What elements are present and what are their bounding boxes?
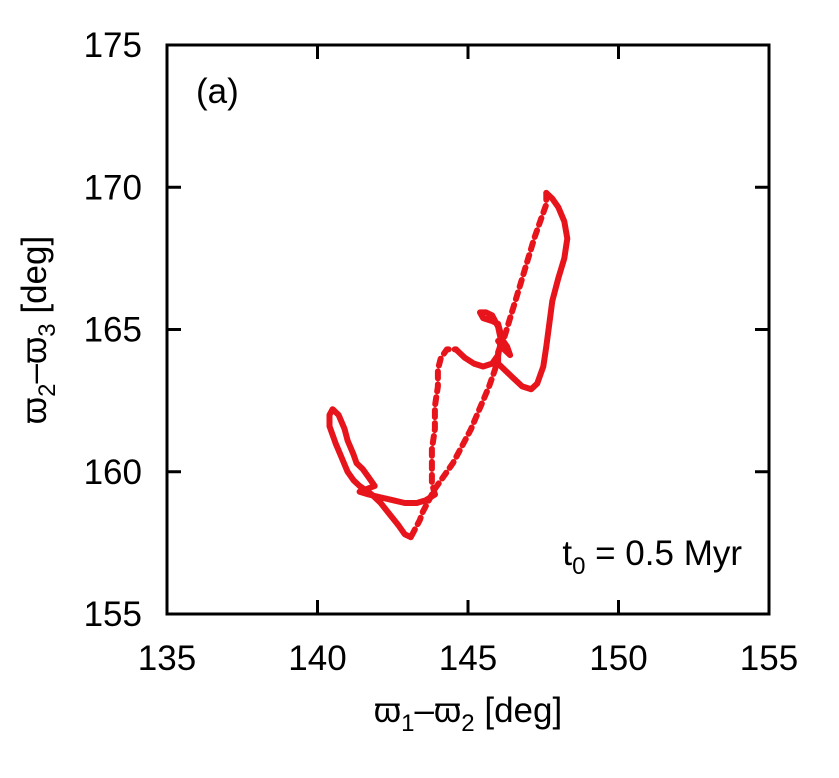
x-axis-label-sub1: 1: [401, 710, 414, 737]
y-tick-label: 175: [84, 26, 142, 65]
x-tick-label: 140: [288, 639, 346, 678]
y-tick-label: 160: [84, 453, 142, 492]
data-layer: [326, 189, 571, 541]
y-tick-label: 170: [84, 168, 142, 207]
x-axis-label-sub2: 2: [461, 710, 474, 737]
x-tick-label: 135: [138, 639, 196, 678]
y-axis-ticks: 155 160 165 170 175: [84, 26, 769, 634]
x-axis-ticks: 135 140 145 150 155: [138, 45, 798, 678]
y-axis-label-pre: ϖ: [15, 397, 54, 424]
time-annotation-pre: t: [562, 534, 572, 573]
time-annotation-post: = 0.5 Myr: [585, 534, 742, 573]
trajectory-segment: [428, 346, 459, 498]
time-annotation-sub: 0: [572, 553, 585, 580]
x-axis-label-mid: –ϖ: [414, 691, 461, 730]
x-axis-label-pre: ϖ: [374, 691, 401, 730]
x-axis-label-post: [deg]: [475, 691, 563, 730]
time-annotation: t0 = 0.5 Myr: [562, 534, 742, 580]
y-axis-label: ϖ2–ϖ3 [deg]: [15, 236, 61, 424]
x-axis-label: ϖ1–ϖ2 [deg]: [374, 691, 562, 737]
y-tick-label: 165: [84, 311, 142, 350]
y-axis-label-post: [deg]: [15, 236, 54, 324]
x-tick-label: 155: [740, 639, 798, 678]
y-tick-label: 155: [84, 595, 142, 634]
trajectory-segment: [495, 335, 514, 359]
y-axis-label-sub1: 2: [34, 384, 61, 397]
y-axis-label-mid: –ϖ: [15, 337, 54, 384]
x-tick-label: 150: [589, 639, 647, 678]
x-tick-label: 145: [439, 639, 497, 678]
y-axis-label-sub2: 3: [34, 323, 61, 336]
trajectory-segment: [326, 406, 438, 541]
panel-label: (a): [196, 72, 239, 111]
